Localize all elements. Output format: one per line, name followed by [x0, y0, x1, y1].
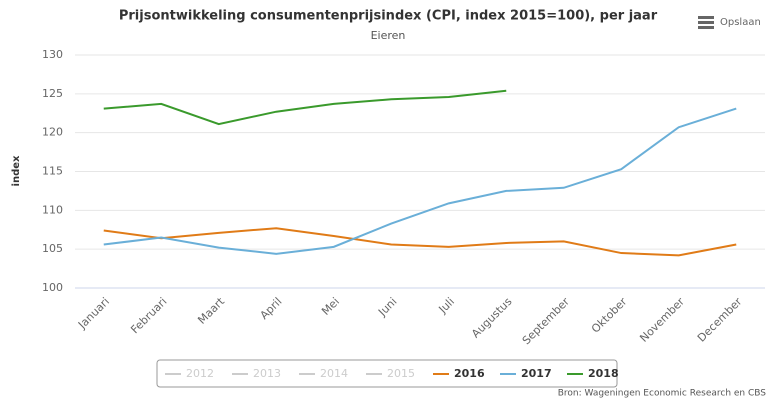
legend-label[interactable]: 2013	[253, 367, 281, 380]
menu-icon	[698, 26, 714, 29]
legend-item[interactable]: 2015	[366, 367, 415, 380]
y-tick-label: 110	[42, 203, 63, 216]
legend-item[interactable]: 2012	[165, 367, 214, 380]
chart-subtitle: Eieren	[371, 29, 406, 42]
legend-label[interactable]: 2016	[454, 367, 485, 380]
legend-label[interactable]: 2017	[521, 367, 552, 380]
y-axis-label: index	[11, 155, 22, 186]
y-tick-label: 105	[42, 242, 63, 255]
y-tick-label: 120	[42, 126, 63, 139]
y-tick-label: 115	[42, 165, 63, 178]
series-line	[103, 107, 737, 255]
menu-icon	[698, 21, 714, 24]
legend-label[interactable]: 2014	[320, 367, 348, 380]
series-line	[103, 89, 507, 126]
source: Bron: Wageningen Economic Research en CB…	[558, 389, 767, 399]
chart-title: Prijsontwikkeling consumentenprijsindex …	[119, 9, 658, 24]
legend-item[interactable]: 2016	[433, 367, 485, 380]
series-line	[103, 227, 737, 257]
save-button[interactable]: Opslaan	[698, 16, 761, 29]
legend-item[interactable]: 2013	[232, 367, 281, 380]
y-tick-label: 125	[42, 87, 63, 100]
legend-item[interactable]: 2017	[500, 367, 552, 380]
legend-label[interactable]: 2018	[588, 367, 619, 380]
legend-label[interactable]: 2012	[186, 367, 214, 380]
legend-item[interactable]: 2014	[299, 367, 348, 380]
legend-label[interactable]: 2015	[387, 367, 415, 380]
y-tick-label: 130	[42, 48, 63, 61]
legend-box	[156, 359, 618, 388]
y-tick-label: 100	[42, 281, 63, 294]
menu-icon	[698, 16, 714, 19]
save-label[interactable]: Opslaan	[720, 17, 761, 28]
legend-item[interactable]: 2018	[567, 367, 619, 380]
